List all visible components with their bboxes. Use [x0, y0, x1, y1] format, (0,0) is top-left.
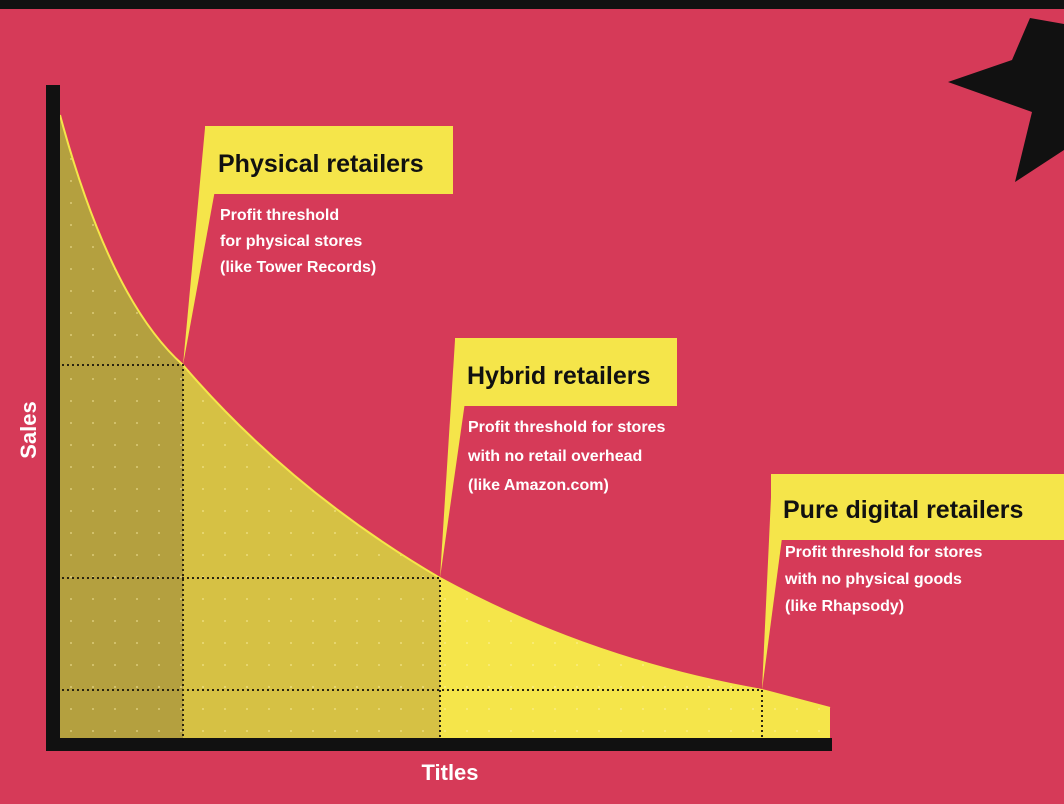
callout-text: Profit threshold — [220, 207, 339, 224]
curve — [59, 114, 831, 709]
callout-text: (like Tower Records) — [220, 259, 376, 276]
callout-text: with no physical goods — [784, 571, 962, 588]
x-axis-label: Titles — [421, 760, 478, 785]
callout-text: with no retail overhead — [467, 448, 642, 465]
callout-title: Pure digital retailers — [783, 496, 1023, 524]
callout-text: Profit threshold for stores — [468, 419, 665, 436]
label-box — [455, 338, 677, 406]
y-axis-label: Sales — [16, 401, 41, 459]
x-axis — [46, 738, 832, 751]
y-axis — [46, 85, 60, 750]
callout-title: Physical retailers — [218, 150, 424, 178]
callout-title: Hybrid retailers — [467, 362, 650, 390]
callout-text: (like Rhapsody) — [785, 598, 904, 615]
label-box — [205, 126, 453, 194]
threshold-hybrid — [62, 577, 441, 740]
callout-text: for physical stores — [220, 233, 362, 250]
top-bar — [0, 0, 1064, 9]
callout-text: Profit threshold for stores — [785, 544, 982, 561]
label-box — [771, 474, 1064, 540]
callout-text: (like Amazon.com) — [468, 477, 609, 494]
star — [948, 18, 1064, 182]
